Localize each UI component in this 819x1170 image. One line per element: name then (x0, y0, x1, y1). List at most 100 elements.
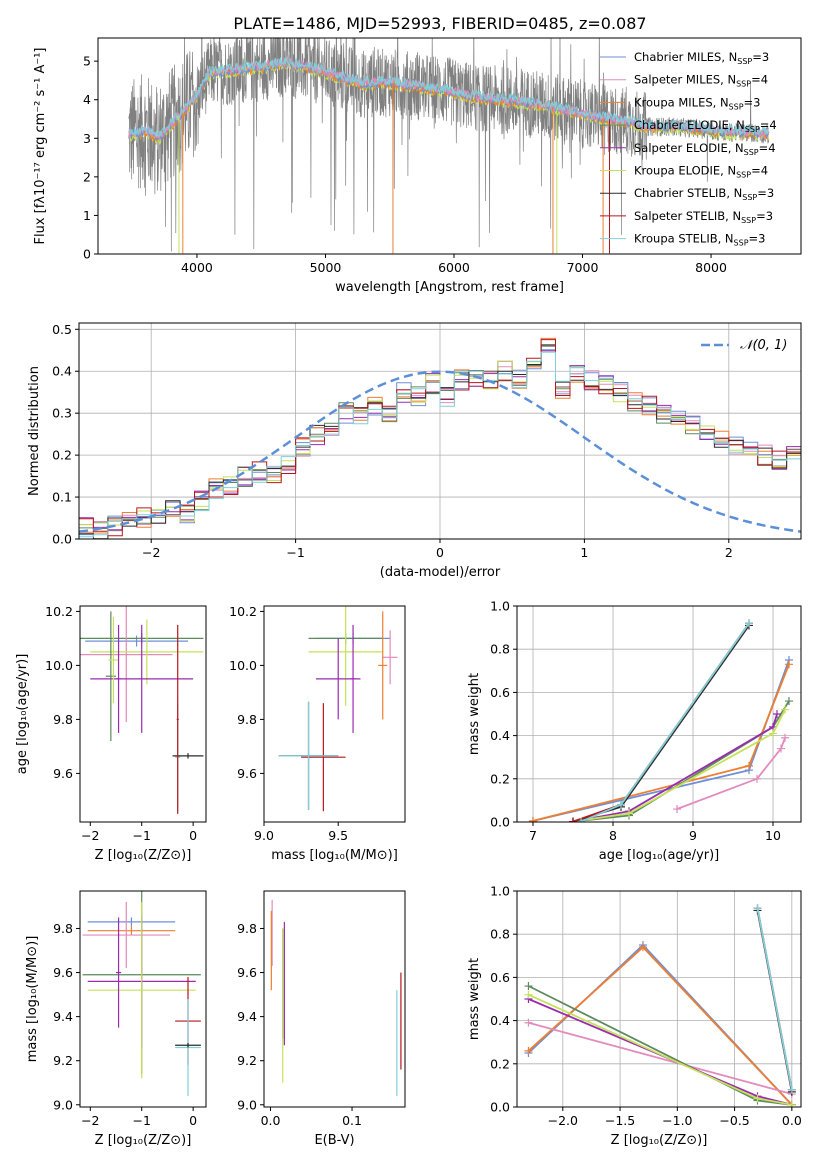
plot-content (529, 619, 793, 822)
y-tick-label: 2 (83, 169, 91, 184)
y-tick-label: 9.8 (53, 712, 73, 727)
axes-frame (79, 890, 207, 1108)
weight-marker-chabrier_elodie (785, 697, 793, 706)
y-tick-label: 0 (83, 247, 91, 262)
legend-label-pre: Chabrier ELODIE, N (634, 118, 745, 132)
legend-label-post: =4 (751, 164, 768, 178)
y-tick-label: 0.4 (490, 728, 510, 743)
legend-label-sub: SSP (744, 148, 759, 157)
x-tick-label: 2 (725, 545, 733, 560)
y-tick-label: 10.2 (229, 604, 257, 619)
x-tick-label: −2 (81, 1113, 99, 1128)
y-tick-label: 0.8 (490, 642, 510, 657)
axes: 0.0 0.1 9.0 9.2 9.4 9.6 9.8 E(B-V) (237, 890, 406, 1148)
legend-label-post: =3 (749, 232, 766, 246)
weight-marker-kroupa_miles (745, 761, 753, 770)
plot-content (278, 606, 398, 812)
legend-label-kroupa_miles: Kroupa MILES, NSSP=3 (634, 95, 760, 111)
y-tick-label: 0.2 (490, 1056, 510, 1071)
legend-label-sub: SSP (736, 80, 751, 89)
plot-content (270, 899, 402, 1096)
plot-residuals: −2 −1 0 1 2 0.0 0.1 0.2 0.3 0.4 0.5 (data-model)/er… (27, 322, 802, 580)
y-tick-label: 9.8 (237, 712, 257, 727)
x-axis-label: wavelength [Angstrom, rest frame] (335, 280, 564, 295)
figure-title: PLATE=1486, MJD=52993, FIBERID=0485, z=0… (233, 14, 646, 33)
x-tick-label: 5000 (310, 260, 342, 275)
legend-label-sub: SSP (742, 193, 757, 202)
axes: −2 −1 0 9.0 9.2 9.4 9.6 9.8 Z [log₁₀(Z/Z⊙)] mass … (25, 890, 207, 1148)
y-tick-label: 9.8 (237, 921, 257, 936)
legend-label-post: =3 (756, 209, 773, 223)
x-axis-label: (data-model)/error (380, 565, 501, 580)
y-tick-label: 10.0 (229, 658, 257, 673)
y-tick-label: 1 (83, 208, 91, 223)
weight-line-salpeter_miles (676, 737, 786, 810)
x-tick-label: 7 (529, 828, 537, 843)
legend-label-sub: SSP (741, 216, 756, 225)
weight-marker-salpeter_miles (524, 1018, 533, 1027)
y-tick-label: 0.5 (52, 322, 72, 337)
weight-marker-kroupa_stelib (787, 1085, 796, 1094)
weight-marker-chabrier_elodie (524, 982, 533, 991)
axes: −2.0 −1.5 −1.0 −0.5 0.0 0.0 0.2 0.4 0.6 0.8 1.0 Z [… (467, 884, 802, 1149)
x-tick-label: 4000 (181, 260, 213, 275)
weight-line-salpeter_elodie (572, 713, 778, 822)
weight-marker-kroupa_miles (529, 816, 537, 822)
plot-weight_vs_age: 7 8 9 10 0.0 0.2 0.4 0.6 0.8 1.0 age [log₁₀(age/yr… (467, 599, 802, 863)
x-tick-label: 0.0 (261, 1113, 281, 1128)
legend-label-pre: Chabrier STELIB, N (634, 186, 742, 200)
y-tick-label: 5 (83, 54, 91, 69)
y-tick-label: 9.6 (237, 965, 257, 980)
y-tick-label: 0.1 (52, 490, 72, 505)
plot-content (128, 38, 770, 254)
y-tick-label: 9.6 (53, 965, 73, 980)
weight-line-chabrier_elodie (528, 985, 792, 1106)
x-tick-label: −1.0 (662, 1113, 692, 1128)
weight-marker-kroupa_miles (638, 943, 647, 952)
legend-label-pre: Chabrier MILES, N (634, 50, 737, 64)
x-tick-label: 6000 (438, 260, 470, 275)
histogram-chabrier_miles (79, 349, 801, 536)
x-axis-label: E(B-V) (314, 1133, 354, 1148)
axes-frame (263, 605, 406, 823)
weight-marker-kroupa_miles (524, 1046, 533, 1055)
x-tick-label: −2.0 (548, 1113, 578, 1128)
weight-line-kroupa_elodie (528, 993, 792, 1106)
legend-label-pre: Salpeter MILES, N (634, 73, 736, 87)
plot-content (79, 337, 801, 539)
histogram-kroupa_miles (79, 337, 801, 534)
legend-label-salpeter_miles: Salpeter MILES, NSSP=4 (634, 73, 768, 89)
axes: −2 −1 0 9.6 9.8 10.0 10.2 Z [log₁₀(Z/Z⊙)] age [l… (15, 604, 207, 863)
legend-label-sub: SSP (736, 171, 751, 180)
weight-marker-salpeter_miles (753, 774, 761, 783)
weight-marker-kroupa_stelib (753, 904, 762, 913)
y-tick-label: 9.0 (53, 1097, 73, 1112)
legend-label-pre: Kroupa ELODIE, N (634, 164, 736, 178)
y-tick-label: 0.0 (52, 532, 72, 547)
x-axis-label: age [log₁₀(age/yr)] (599, 848, 720, 863)
x-tick-label: 10 (765, 828, 781, 843)
y-tick-label: 0.2 (490, 771, 510, 786)
x-axis-label: Z [log₁₀(Z/Z⊙)] (95, 848, 192, 863)
axes-frame (263, 890, 406, 1108)
x-tick-label: 8 (609, 828, 617, 843)
legend-label-post: =4 (759, 141, 776, 155)
weight-marker-kroupa_stelib (745, 619, 753, 628)
histogram-kroupa_stelib (79, 351, 801, 538)
x-tick-label: −2 (142, 545, 160, 560)
y-tick-label: 9.0 (237, 1097, 257, 1112)
weight-line-salpeter_miles (528, 1021, 793, 1095)
x-axis-label: Z [log₁₀(Z/Z⊙)] (611, 1133, 708, 1148)
x-tick-label: −1 (132, 828, 150, 843)
y-axis-label: Normed distribution (27, 366, 42, 496)
weight-line-kroupa_miles (527, 945, 793, 1106)
weight-marker-kroupa_elodie (753, 1094, 762, 1103)
plot-content (524, 904, 796, 1107)
y-tick-label: 9.6 (237, 766, 257, 781)
x-tick-label: 0 (189, 1113, 197, 1128)
y-tick-label: 9.2 (53, 1053, 73, 1068)
y-axis-label: mass [log₁₀(M/M⊙)] (25, 936, 40, 1063)
legend-label-pre: Salpeter ELODIE, N (634, 141, 744, 155)
axes-frame (516, 890, 802, 1108)
